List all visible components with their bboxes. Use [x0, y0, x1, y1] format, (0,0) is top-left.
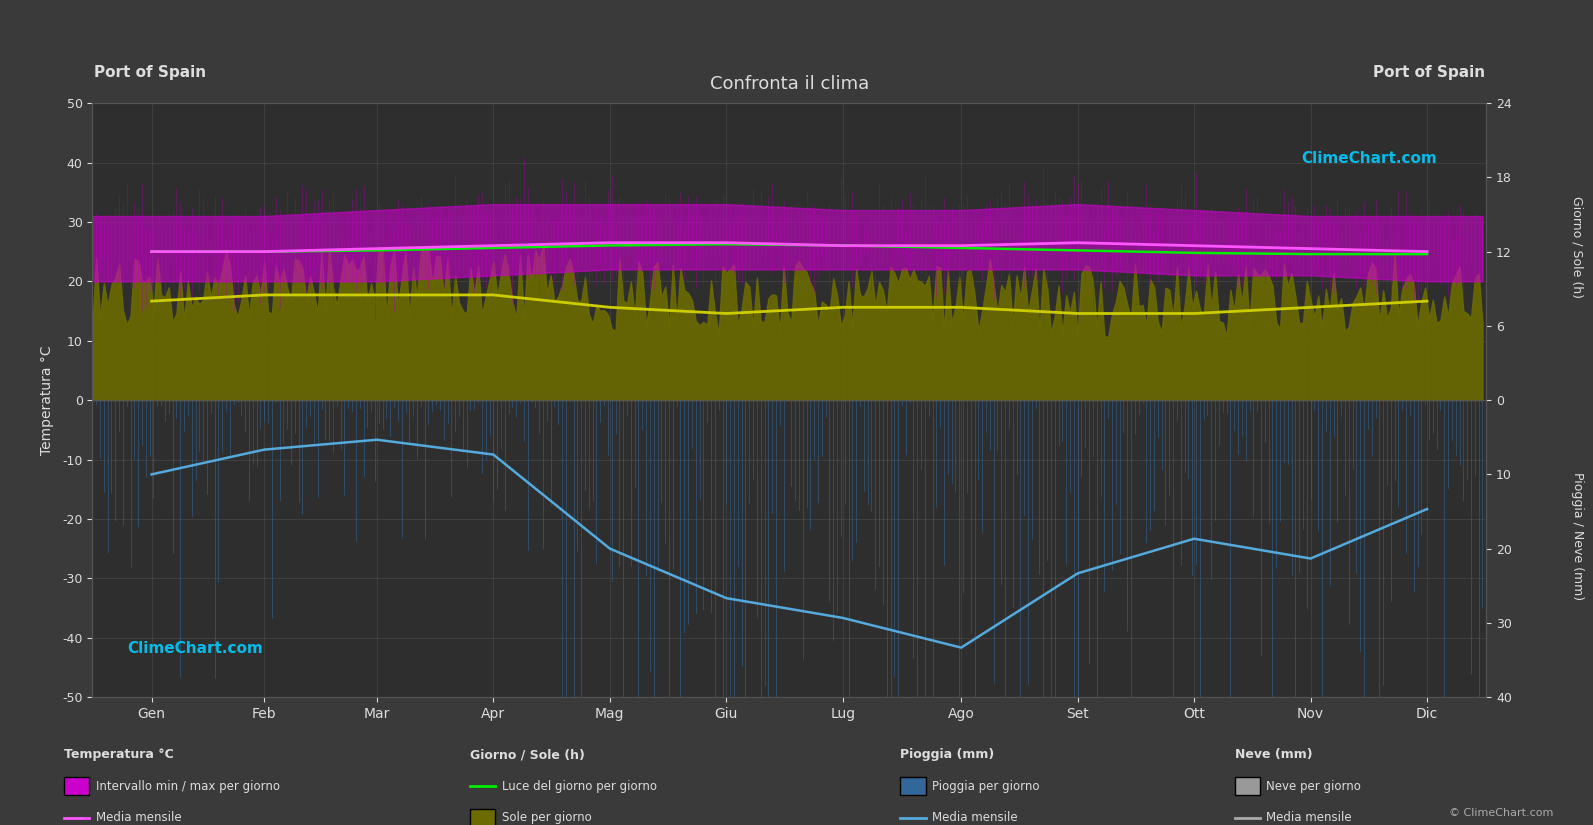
Text: ClimeChart.com: ClimeChart.com: [1301, 151, 1437, 166]
Text: Port of Spain: Port of Spain: [1373, 64, 1485, 79]
Text: ClimeChart.com: ClimeChart.com: [127, 640, 263, 656]
Text: Pioggia per giorno: Pioggia per giorno: [932, 780, 1039, 793]
Text: Luce del giorno per giorno: Luce del giorno per giorno: [502, 780, 656, 793]
Text: Pioggia (mm): Pioggia (mm): [900, 748, 994, 761]
Text: Giorno / Sole (h): Giorno / Sole (h): [470, 748, 585, 761]
Text: © ClimeChart.com: © ClimeChart.com: [1448, 808, 1553, 818]
Text: Media mensile: Media mensile: [932, 811, 1018, 824]
Text: Pioggia / Neve (mm): Pioggia / Neve (mm): [1571, 472, 1583, 601]
Text: Port of Spain: Port of Spain: [94, 64, 205, 79]
Text: Giorno / Sole (h): Giorno / Sole (h): [1571, 196, 1583, 299]
Text: Media mensile: Media mensile: [1266, 811, 1352, 824]
Text: Neve per giorno: Neve per giorno: [1266, 780, 1362, 793]
Y-axis label: Temperatura °C: Temperatura °C: [40, 346, 54, 455]
Title: Confronta il clima: Confronta il clima: [710, 75, 868, 93]
Text: Temperatura °C: Temperatura °C: [64, 748, 174, 761]
Text: Media mensile: Media mensile: [96, 811, 182, 824]
Text: Neve (mm): Neve (mm): [1235, 748, 1313, 761]
Text: Sole per giorno: Sole per giorno: [502, 811, 591, 824]
Text: Intervallo min / max per giorno: Intervallo min / max per giorno: [96, 780, 280, 793]
